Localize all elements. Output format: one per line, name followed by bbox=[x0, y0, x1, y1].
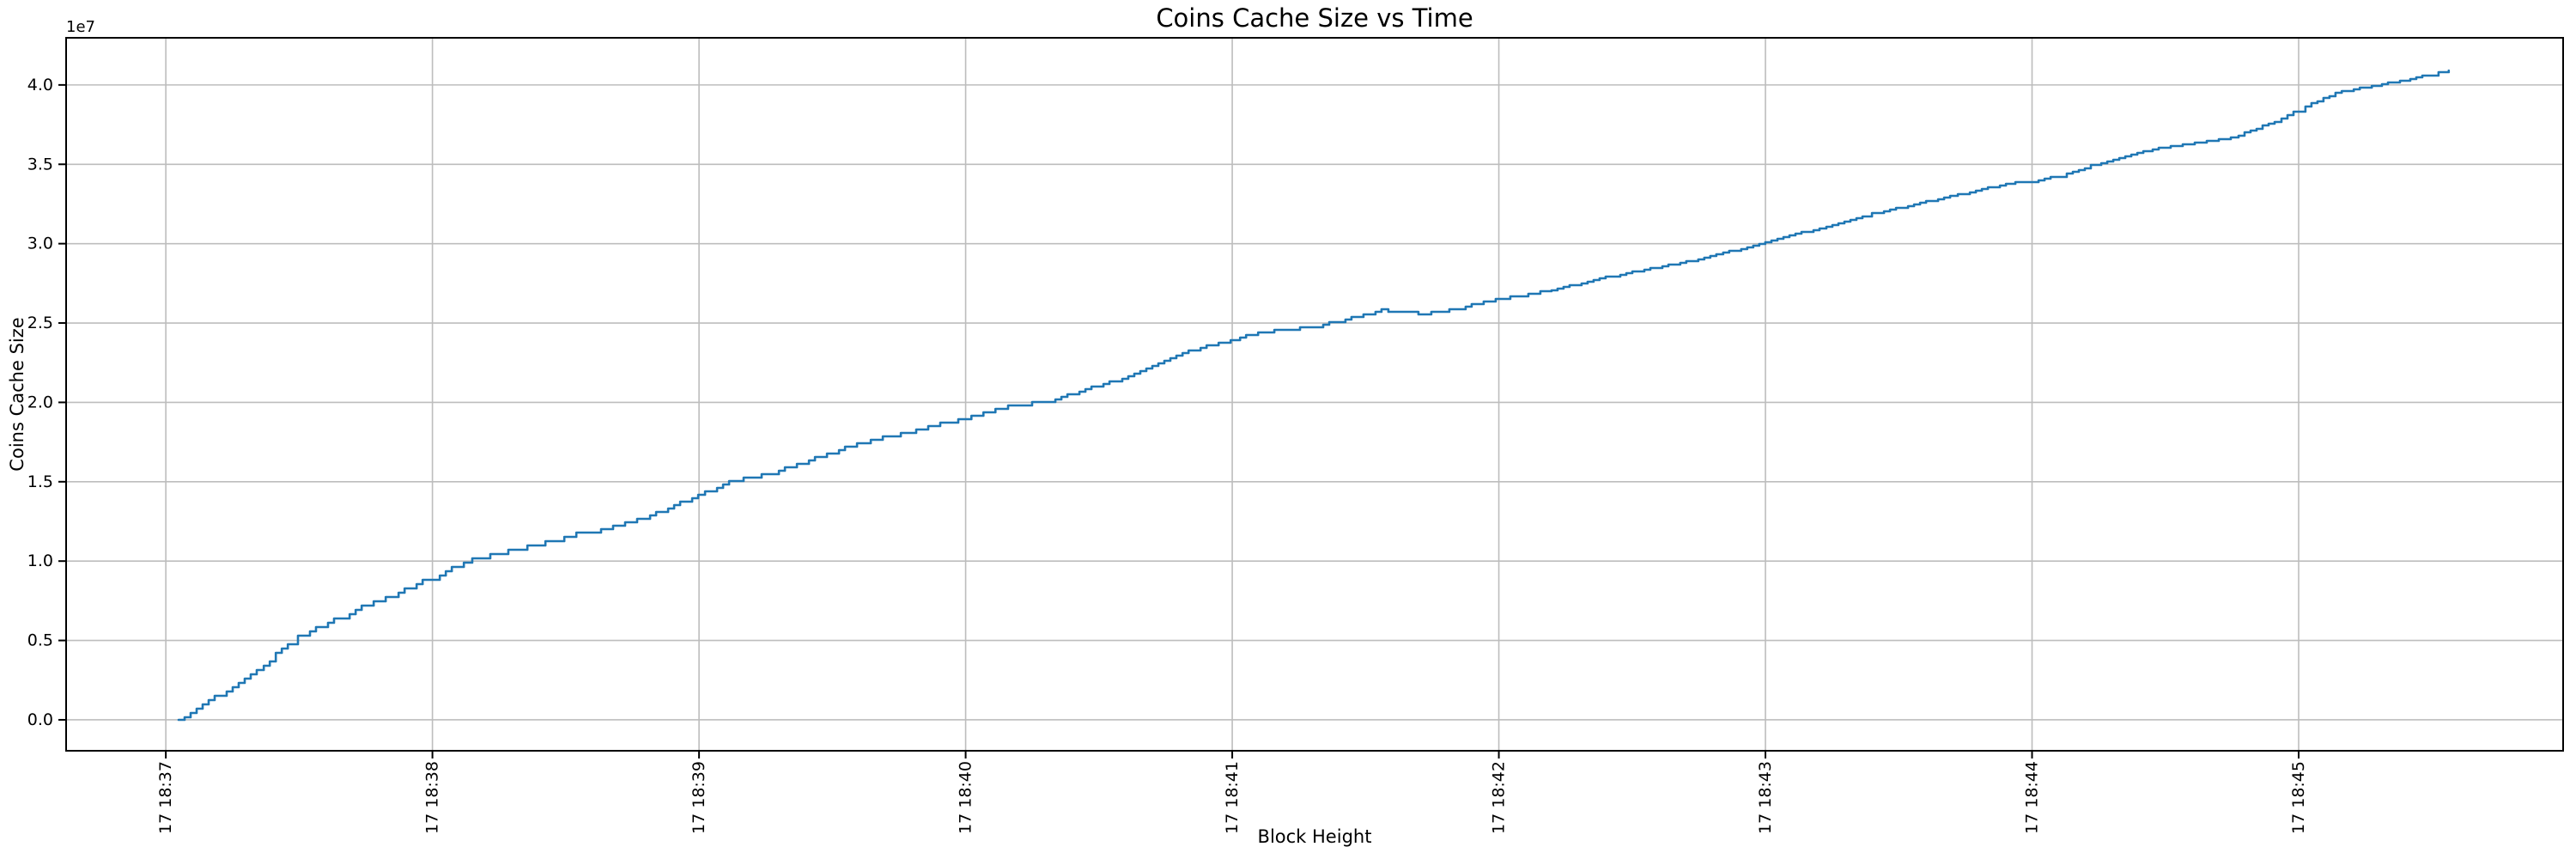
y-tick-label: 3.0 bbox=[27, 235, 53, 253]
y-axis-label: Coins Cache Size bbox=[7, 317, 27, 471]
tick-labels: 17 18:37 17 18:38 17 18:39 17 18:40 17 18:41… bbox=[27, 76, 2308, 834]
x-tick-label: 17 18:38 bbox=[423, 761, 442, 834]
axis-ticks bbox=[58, 83, 2300, 758]
x-tick-label: 17 18:43 bbox=[1756, 761, 1775, 834]
y-tick-label: 0.0 bbox=[27, 710, 53, 729]
series-line bbox=[177, 69, 2451, 722]
y-tick-label: 3.5 bbox=[27, 155, 53, 174]
y-tick-label: 2.5 bbox=[27, 314, 53, 332]
x-tick-label: 17 18:39 bbox=[690, 761, 708, 834]
y-tick-label: 2.0 bbox=[27, 393, 53, 411]
gridlines bbox=[66, 38, 2563, 751]
y-tick-label: 1.5 bbox=[27, 472, 53, 491]
x-tick-label: 17 18:40 bbox=[957, 761, 975, 834]
y-tick-label: 0.5 bbox=[27, 631, 53, 650]
x-tick-label: 17 18:41 bbox=[1223, 761, 1242, 834]
y-tick-label: 1.0 bbox=[27, 551, 53, 570]
x-axis-label: Block Height bbox=[1258, 826, 1372, 847]
y-axis-offset-text: 1e7 bbox=[66, 18, 95, 36]
y-tick-label: 4.0 bbox=[27, 76, 53, 94]
x-tick-label: 17 18:42 bbox=[1490, 761, 1509, 834]
x-tick-label: 17 18:44 bbox=[2023, 761, 2042, 834]
x-tick-label: 17 18:45 bbox=[2289, 761, 2308, 834]
plot-border bbox=[65, 37, 2564, 752]
x-tick-label: 17 18:37 bbox=[156, 761, 175, 834]
chart-title: Coins Cache Size vs Time bbox=[1156, 3, 1473, 33]
